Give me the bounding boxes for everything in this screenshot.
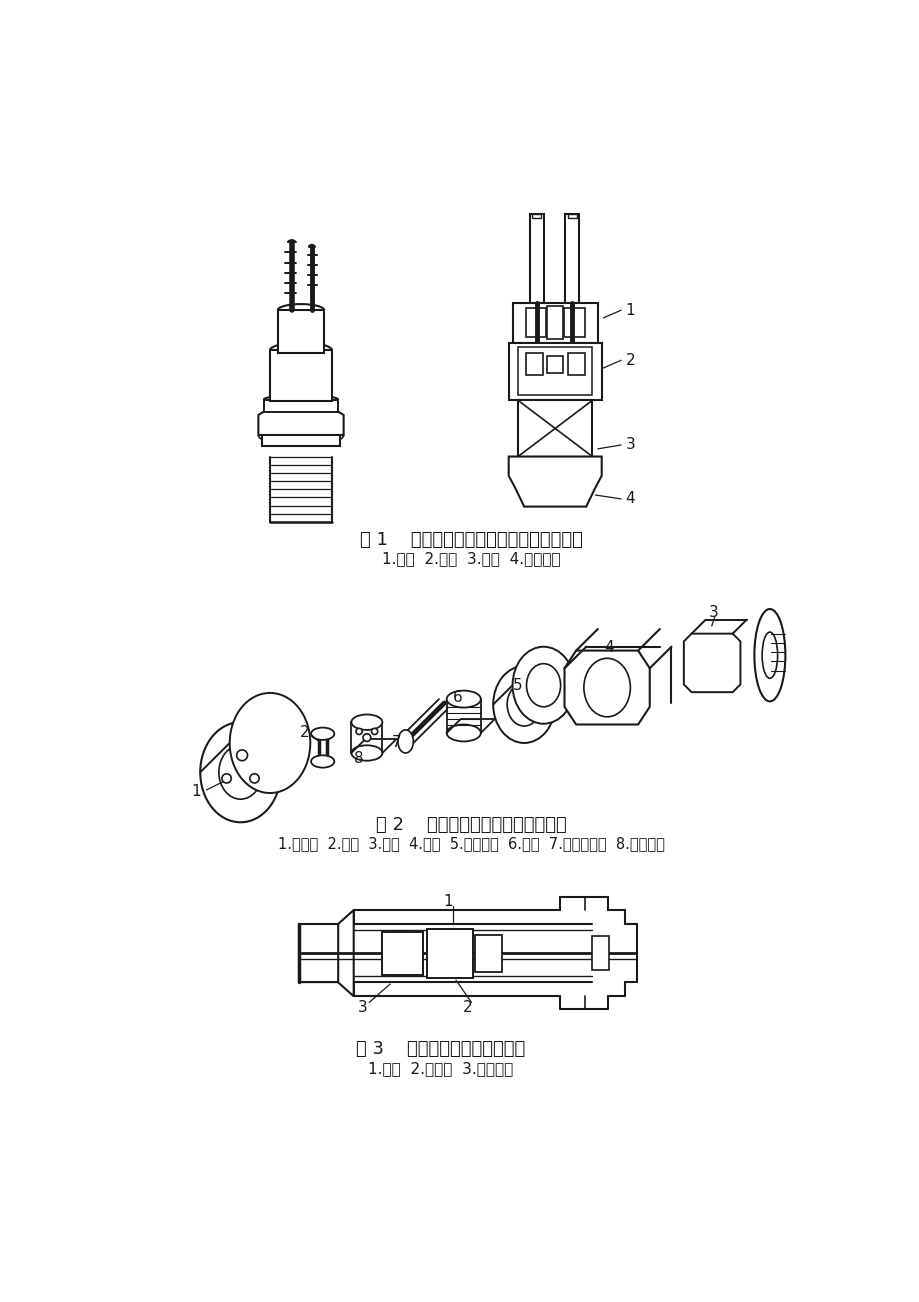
Polygon shape	[258, 409, 344, 435]
Ellipse shape	[351, 745, 382, 760]
Text: 4: 4	[625, 491, 635, 506]
Bar	[269, 350, 332, 401]
Bar	[351, 723, 382, 753]
Bar	[547, 357, 562, 374]
Bar	[278, 310, 323, 353]
Bar	[525, 309, 545, 337]
Text: 1: 1	[625, 303, 635, 318]
Text: 2: 2	[462, 1000, 472, 1014]
Ellipse shape	[761, 631, 777, 678]
Bar	[567, 353, 584, 375]
Polygon shape	[338, 910, 353, 996]
Bar	[531, 214, 540, 217]
Ellipse shape	[311, 755, 334, 768]
Text: 图 3    压电式爆震传感器的结构: 图 3 压电式爆震传感器的结构	[356, 1040, 525, 1059]
Ellipse shape	[584, 659, 630, 717]
Ellipse shape	[447, 690, 481, 707]
Text: 2: 2	[625, 353, 635, 367]
Bar	[564, 214, 579, 302]
Circle shape	[221, 773, 231, 783]
Bar	[264, 400, 338, 411]
Text: 5: 5	[513, 678, 522, 694]
Text: 1.引线  2.配重块  3.压电元件: 1.引线 2.配重块 3.压电元件	[368, 1061, 513, 1077]
Bar	[592, 936, 608, 970]
Bar	[512, 302, 597, 342]
Ellipse shape	[526, 664, 560, 707]
Ellipse shape	[493, 667, 554, 743]
Bar	[299, 924, 339, 983]
Ellipse shape	[200, 723, 280, 823]
Bar	[475, 935, 502, 971]
Ellipse shape	[230, 693, 310, 793]
Text: 7: 7	[391, 736, 401, 750]
Ellipse shape	[512, 647, 574, 724]
Text: 1.绕组  2.鐵心  3.外壳  4.永久磁铁: 1.绕组 2.鐵心 3.外壳 4.永久磁铁	[381, 552, 561, 566]
Bar	[525, 353, 542, 375]
Bar	[262, 432, 339, 445]
Ellipse shape	[219, 745, 262, 799]
Bar	[547, 306, 562, 339]
Bar	[508, 342, 601, 400]
Polygon shape	[683, 634, 740, 693]
Circle shape	[363, 734, 370, 741]
Circle shape	[356, 728, 362, 734]
Text: 3: 3	[357, 1000, 368, 1014]
Text: 4: 4	[604, 641, 614, 655]
Text: 1: 1	[191, 784, 201, 799]
Bar	[517, 348, 592, 395]
Bar	[447, 699, 481, 733]
Circle shape	[371, 728, 378, 734]
Circle shape	[236, 750, 247, 760]
Ellipse shape	[311, 728, 334, 740]
Bar	[529, 214, 543, 302]
Text: 3: 3	[708, 605, 718, 620]
Text: 3: 3	[625, 437, 635, 453]
Polygon shape	[564, 651, 649, 724]
Ellipse shape	[397, 730, 413, 753]
Ellipse shape	[447, 724, 481, 741]
Text: 2: 2	[300, 725, 310, 740]
Bar	[564, 309, 584, 337]
Text: 8: 8	[354, 751, 364, 766]
Text: 1.软磁套  2.端子  3.弹簧  4.外壳  5.永久磁铁  6.绕组  7.磁致伸缩杆  8.电绣缘体: 1.软磁套 2.端子 3.弹簧 4.外壳 5.永久磁铁 6.绕组 7.磁致伸缩杆…	[278, 836, 664, 852]
Bar	[426, 928, 472, 978]
Text: 1: 1	[443, 894, 452, 909]
Bar	[517, 400, 592, 457]
Text: 图 2    磁致伸缩式爆震传感器的组成: 图 2 磁致伸缩式爆震传感器的组成	[376, 815, 566, 833]
Bar	[567, 214, 576, 217]
Polygon shape	[508, 457, 601, 506]
Circle shape	[250, 773, 259, 783]
Ellipse shape	[506, 684, 540, 727]
Text: 图 1    磁致伸缩式爆震传感器的外形与结构: 图 1 磁致伸缩式爆震传感器的外形与结构	[359, 531, 583, 548]
Text: 6: 6	[452, 690, 462, 706]
Ellipse shape	[754, 609, 785, 702]
Bar	[382, 932, 423, 975]
Ellipse shape	[351, 715, 382, 730]
